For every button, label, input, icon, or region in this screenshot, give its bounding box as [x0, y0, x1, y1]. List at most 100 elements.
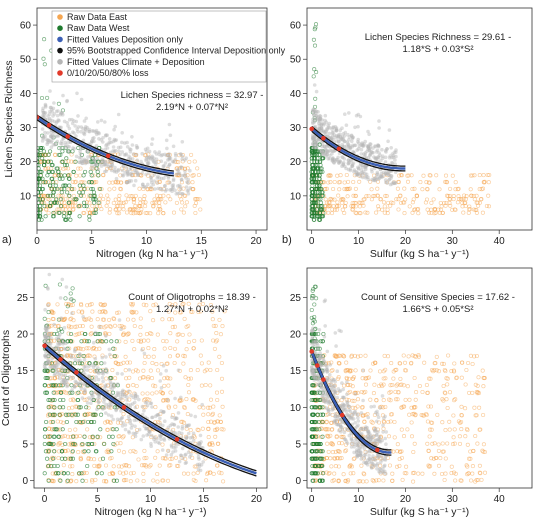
point-east [339, 174, 342, 177]
point-east [369, 398, 372, 401]
point-climate [392, 154, 396, 158]
point-east [221, 405, 224, 408]
point-west [43, 428, 46, 431]
point-climate [85, 161, 89, 165]
point-west [69, 218, 72, 221]
point-east [161, 318, 164, 321]
point-climate [114, 149, 118, 153]
point-climate [150, 405, 154, 409]
point-climate [41, 114, 45, 118]
point-climate [363, 140, 367, 144]
point-east [410, 421, 413, 424]
point-climate [79, 152, 83, 156]
point-west [314, 23, 317, 26]
point-east [187, 377, 190, 380]
point-climate [104, 160, 108, 164]
point-climate [174, 431, 178, 435]
x-axis-title: Sulfur (kg S ha⁻¹ y⁻¹) [370, 248, 469, 260]
point-east [393, 420, 396, 423]
point-climate [135, 146, 139, 150]
point-east [382, 398, 385, 401]
point-climate [144, 159, 148, 163]
point-climate [64, 141, 68, 145]
point-climate [41, 127, 45, 131]
point-west [64, 297, 67, 300]
point-east [330, 369, 333, 372]
point-west [59, 391, 62, 394]
point-east [200, 339, 203, 342]
point-climate [140, 152, 144, 156]
point-east [187, 383, 190, 386]
point-climate [133, 419, 137, 423]
point-east [426, 420, 429, 423]
point-east [91, 204, 94, 207]
point-east [364, 383, 367, 386]
point-west [313, 68, 316, 71]
point-east [174, 456, 177, 459]
point-west [111, 435, 114, 438]
point-east [198, 198, 201, 201]
point-east [365, 195, 368, 198]
point-east [169, 391, 172, 394]
point-east [422, 174, 425, 177]
point-climate [150, 416, 154, 420]
point-climate [178, 184, 182, 188]
legend-entry-label: Raw Data West [67, 23, 130, 33]
point-climate [127, 431, 131, 435]
point-east [143, 361, 146, 364]
point-west [43, 163, 46, 166]
point-climate [394, 150, 398, 154]
point-east [144, 201, 147, 204]
x-tick-label: 15 [198, 494, 210, 505]
loss-point [122, 405, 127, 410]
point-climate [141, 183, 145, 187]
point-climate [173, 423, 177, 427]
point-climate [165, 154, 169, 158]
y-tick-label: 5 [22, 440, 28, 451]
point-east [436, 413, 439, 416]
point-climate [354, 170, 358, 174]
point-east [189, 153, 192, 156]
point-climate [114, 409, 118, 413]
point-east [139, 317, 142, 320]
point-climate [325, 149, 329, 153]
point-climate [200, 403, 204, 407]
point-climate [76, 130, 80, 134]
point-climate [172, 177, 176, 181]
point-east [383, 354, 386, 357]
point-east [463, 407, 466, 410]
point-climate [169, 424, 173, 428]
point-east [327, 450, 330, 453]
point-climate [61, 278, 65, 282]
point-climate [124, 153, 128, 157]
point-east [219, 333, 222, 336]
point-west [86, 464, 89, 467]
point-east [189, 368, 192, 371]
point-east [77, 310, 80, 313]
point-climate [92, 136, 96, 140]
loss-point [337, 147, 342, 152]
point-east [445, 398, 448, 401]
point-climate [62, 347, 66, 351]
point-east [207, 435, 210, 438]
point-climate [315, 90, 319, 94]
point-east [364, 354, 367, 357]
point-climate [355, 173, 359, 177]
point-east [125, 194, 128, 197]
point-climate [46, 141, 50, 145]
point-east [161, 443, 164, 446]
point-east [125, 211, 128, 214]
point-climate [314, 114, 318, 118]
point-climate [386, 181, 390, 185]
point-climate [153, 187, 157, 191]
point-east [324, 198, 327, 201]
point-climate [177, 368, 181, 372]
point-climate [81, 315, 85, 319]
point-climate [317, 389, 321, 393]
point-climate [377, 126, 381, 130]
point-climate [43, 365, 47, 369]
point-west [81, 191, 84, 194]
point-west [56, 464, 59, 467]
point-climate [52, 323, 56, 327]
